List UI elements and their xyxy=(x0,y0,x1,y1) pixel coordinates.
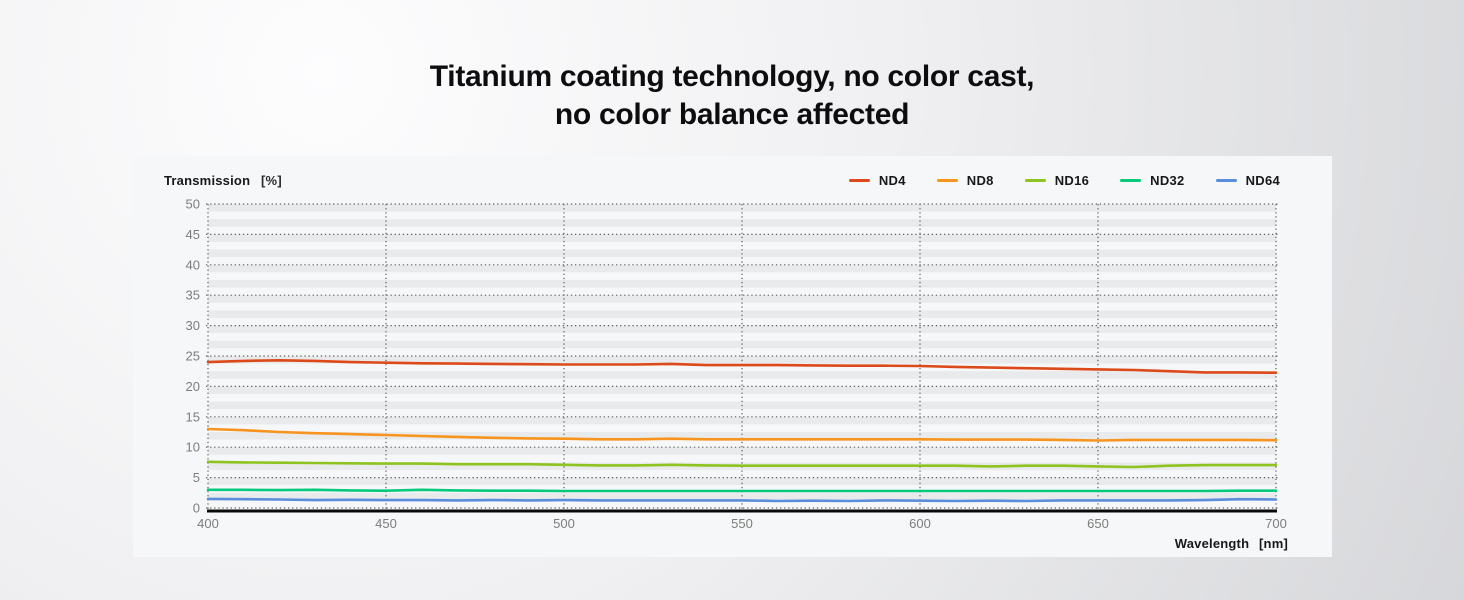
plot-stripe xyxy=(208,409,1276,417)
transmission-chart: 0 5 10 15 20 25 30 35 40 45 50 400 450 500 550 600 650 70… xyxy=(186,197,1287,532)
y-tick-label-50: 50 xyxy=(186,197,200,212)
series-line-nd8 xyxy=(206,427,1278,442)
plot-stripe xyxy=(208,424,1276,432)
legend-swatch-nd8 xyxy=(936,178,958,182)
x-axis-title: Wavelength [nm] xyxy=(1175,536,1288,551)
plot-stripe xyxy=(208,287,1276,296)
y-tick-label-5: 5 xyxy=(193,470,200,485)
plot-stripe xyxy=(208,477,1276,486)
x-tick-label-600: 600 xyxy=(909,516,931,531)
page-title: Titanium coating technology, no color ca… xyxy=(0,58,1464,134)
plot-stripe xyxy=(208,204,1276,212)
y-tick-label-10: 10 xyxy=(186,440,200,455)
plot-stripe xyxy=(208,257,1276,265)
legend-label-nd64: ND64 xyxy=(1245,172,1280,188)
y-axis-title-unit: [%] xyxy=(261,172,282,188)
x-tick-label-400: 400 xyxy=(197,516,219,531)
plot-stripe xyxy=(208,439,1276,448)
page-title-line2: no color balance affected xyxy=(554,98,910,131)
x-tick-label-500: 500 xyxy=(553,516,575,531)
chart-legend: ND4 ND8 ND16 ND32 ND64 xyxy=(848,172,1280,188)
plot-stripe xyxy=(208,492,1276,501)
plot-stripe xyxy=(208,371,1276,379)
plot-stripe xyxy=(208,386,1276,394)
plot-stripe xyxy=(208,333,1276,341)
y-tick-label-20: 20 xyxy=(186,379,200,394)
legend-swatch-nd16 xyxy=(1024,178,1046,182)
x-axis-title-label: Wavelength xyxy=(1174,536,1250,551)
plot-stripe xyxy=(208,318,1276,326)
series-line-nd32 xyxy=(206,488,1278,493)
y-tick-label-35: 35 xyxy=(186,288,200,303)
x-tick-label-650: 650 xyxy=(1087,516,1109,531)
plot-stripe xyxy=(208,378,1276,387)
legend-swatch-nd32 xyxy=(1120,178,1142,182)
y-tick-label-25: 25 xyxy=(186,349,200,364)
series-line-nd64 xyxy=(206,497,1278,503)
x-tick-label-700: 700 xyxy=(1265,516,1287,531)
legend-item-nd32: ND32 xyxy=(1120,173,1184,188)
legend-swatch-nd64 xyxy=(1215,178,1237,182)
legend-item-nd8: ND8 xyxy=(936,172,994,188)
x-tick-label-550: 550 xyxy=(731,516,753,531)
chart-header-row: Transmission [%] ND4 ND8 ND16 ND32 ND64 xyxy=(164,171,1280,189)
transmission-chart-panel: Transmission [%] ND4 ND8 ND16 ND32 ND64 0 5 10… xyxy=(133,156,1332,557)
series-line-nd4 xyxy=(206,359,1278,374)
y-tick-label-0: 0 xyxy=(193,501,200,516)
plot-stripe xyxy=(208,211,1276,220)
legend-label-nd8: ND8 xyxy=(966,172,994,188)
plot-stripe xyxy=(208,470,1276,478)
legend-label-nd16: ND16 xyxy=(1054,172,1090,188)
page-title-line1: Titanium coating technology, no color ca… xyxy=(429,60,1035,93)
plot-stripe xyxy=(208,280,1276,288)
y-tick-label-40: 40 xyxy=(186,257,200,272)
plot-stripe xyxy=(208,272,1276,280)
plot-stripe xyxy=(208,325,1276,334)
x-axis-title-unit: [nm] xyxy=(1259,536,1288,551)
y-axis-title-label: Transmission xyxy=(164,172,251,188)
x-tick-label-450: 450 xyxy=(375,516,397,531)
plot-stripe xyxy=(208,226,1276,235)
y-tick-label-15: 15 xyxy=(186,409,200,424)
plot-stripe xyxy=(208,234,1276,242)
y-tick-label-45: 45 xyxy=(186,227,200,242)
plot-stripe xyxy=(208,356,1276,364)
series-line-nd16 xyxy=(206,460,1278,469)
plot-stripe xyxy=(208,432,1276,440)
legend-item-nd4: ND4 xyxy=(848,172,906,188)
legend-item-nd64: ND64 xyxy=(1215,172,1280,188)
plot-stripe xyxy=(208,485,1276,493)
plot-stripe xyxy=(208,363,1276,372)
plot-stripe xyxy=(208,219,1276,227)
y-tick-label-30: 30 xyxy=(186,318,200,333)
plot-stripe xyxy=(208,264,1276,273)
plot-stripe xyxy=(208,416,1276,425)
plot-stripe xyxy=(208,310,1276,318)
legend-item-nd16: ND16 xyxy=(1024,172,1090,188)
legend-label-nd4: ND4 xyxy=(878,172,906,188)
y-axis-title: Transmission [%] xyxy=(164,173,282,188)
legend-label-nd32: ND32 xyxy=(1150,172,1185,188)
legend-swatch-nd4 xyxy=(848,178,870,182)
